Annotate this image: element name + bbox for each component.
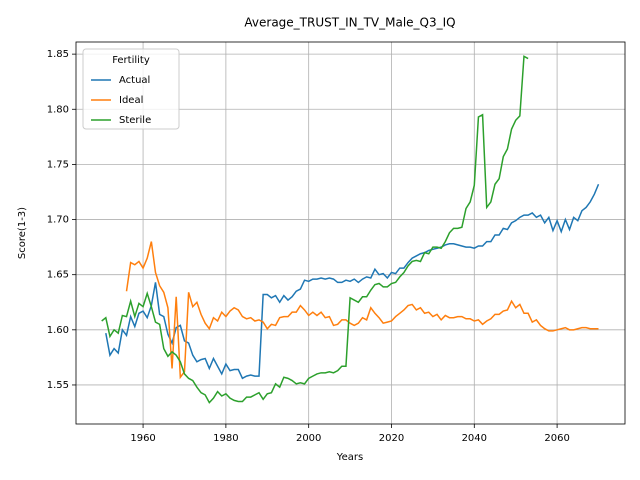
chart-title: Average_TRUST_IN_TV_Male_Q3_IQ (244, 16, 455, 30)
x-tick-label: 2060 (544, 433, 569, 444)
y-tick-label: 1.80 (47, 104, 69, 115)
series-line (125, 241, 599, 380)
y-tick-label: 1.85 (47, 49, 69, 60)
series-line (101, 55, 529, 404)
plot-frame (75, 41, 626, 425)
x-tick-label: 2000 (296, 433, 321, 444)
x-axis-label: Years (336, 452, 363, 463)
series-line (105, 183, 600, 380)
y-tick-label: 1.65 (47, 270, 69, 281)
y-tick-label: 1.55 (47, 380, 69, 391)
legend-label: Ideal (119, 95, 143, 106)
y-tick-label: 1.70 (47, 215, 69, 226)
y-axis-label: Score(1-3) (17, 207, 28, 259)
x-tick-label: 2040 (462, 433, 487, 444)
x-tick-label: 1980 (213, 433, 238, 444)
legend-title: Fertility (112, 55, 150, 66)
x-tick-label: 1960 (130, 433, 155, 444)
y-tick-label: 1.60 (47, 325, 69, 336)
legend-label: Sterile (119, 115, 151, 126)
y-tick-label: 1.75 (47, 159, 69, 170)
legend-box (82, 48, 180, 130)
legend-label: Actual (119, 75, 150, 86)
x-tick-label: 2020 (379, 433, 404, 444)
